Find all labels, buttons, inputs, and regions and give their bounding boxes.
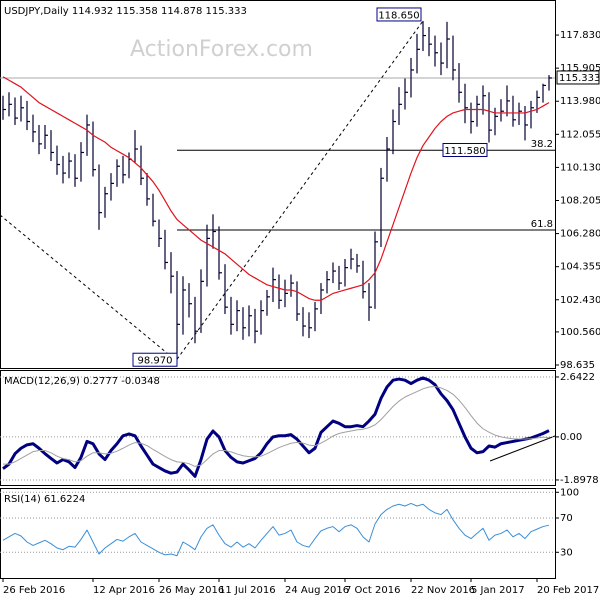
annotation-box	[132, 352, 178, 367]
fib-label: 61.8	[531, 219, 553, 230]
x-tick-label: 5 Jan 2017	[471, 585, 525, 596]
swing-line	[176, 20, 424, 360]
x-tick-label: 20 Feb 2017	[537, 585, 599, 596]
x-tick-label: 11 Jul 2016	[219, 585, 276, 596]
y-tick-label: 104.355	[560, 262, 600, 273]
y-tick-label: 0.00	[560, 432, 582, 443]
x-tick-label: 26 Feb 2016	[3, 585, 65, 596]
moving-average	[2, 76, 550, 301]
trend-dashed	[0, 214, 174, 359]
y-tick-label: 100.560	[560, 327, 600, 338]
annotation-label: 98.970	[138, 356, 173, 367]
y-tick-label: 102.430	[560, 295, 600, 306]
x-tick-label: 12 Apr 2016	[93, 585, 155, 596]
last-price-label: 115.333	[559, 73, 600, 84]
x-tick-label: 24 Aug 2016	[285, 585, 349, 596]
y-tick-label: 110.130	[560, 162, 600, 173]
y-tick-label: 112.055	[560, 129, 600, 140]
y-tick-label: 108.205	[560, 196, 600, 207]
y-tick-label: 2.6422	[560, 372, 595, 383]
macd-trendline	[489, 435, 556, 462]
y-tick-label: 98.635	[560, 360, 595, 371]
y-tick-label: 117.830	[560, 30, 600, 41]
y-tick-label: -1.8978	[560, 475, 599, 486]
panel-frame	[0, 370, 556, 486]
panel-title: MACD(12,26,9) 0.2777 -0.0348	[4, 376, 160, 387]
annotation-label: 118.650	[378, 10, 419, 21]
panel-title: RSI(14) 61.6224	[4, 494, 85, 505]
y-tick-label: 70	[560, 513, 573, 524]
x-tick-label: 26 May 2016	[159, 585, 224, 596]
y-tick-label: 30	[560, 547, 573, 558]
annotation-label: 111.580	[444, 146, 485, 157]
x-tick-label: 22 Nov 2016	[411, 585, 475, 596]
panel-title: USDJPY,Daily 114.932 115.358 114.878 115…	[4, 6, 247, 17]
x-tick-label: 7 Oct 2016	[345, 585, 400, 596]
y-tick-label: 100	[560, 487, 579, 498]
y-tick-label: 115.905	[560, 63, 600, 74]
y-tick-label: 113.980	[560, 96, 600, 107]
indicator-line	[3, 386, 550, 467]
fib-label: 38.2	[531, 139, 553, 150]
watermark: ActionForex.com	[130, 37, 313, 62]
y-tick-label: 106.280	[560, 229, 600, 240]
annotation-box	[376, 7, 422, 22]
panel-frame	[0, 0, 556, 369]
panel-frame	[0, 488, 556, 579]
annotation-box	[442, 142, 488, 157]
indicator-line	[2, 502, 550, 557]
indicator-line	[2, 376, 550, 478]
last-price-box	[556, 70, 600, 85]
